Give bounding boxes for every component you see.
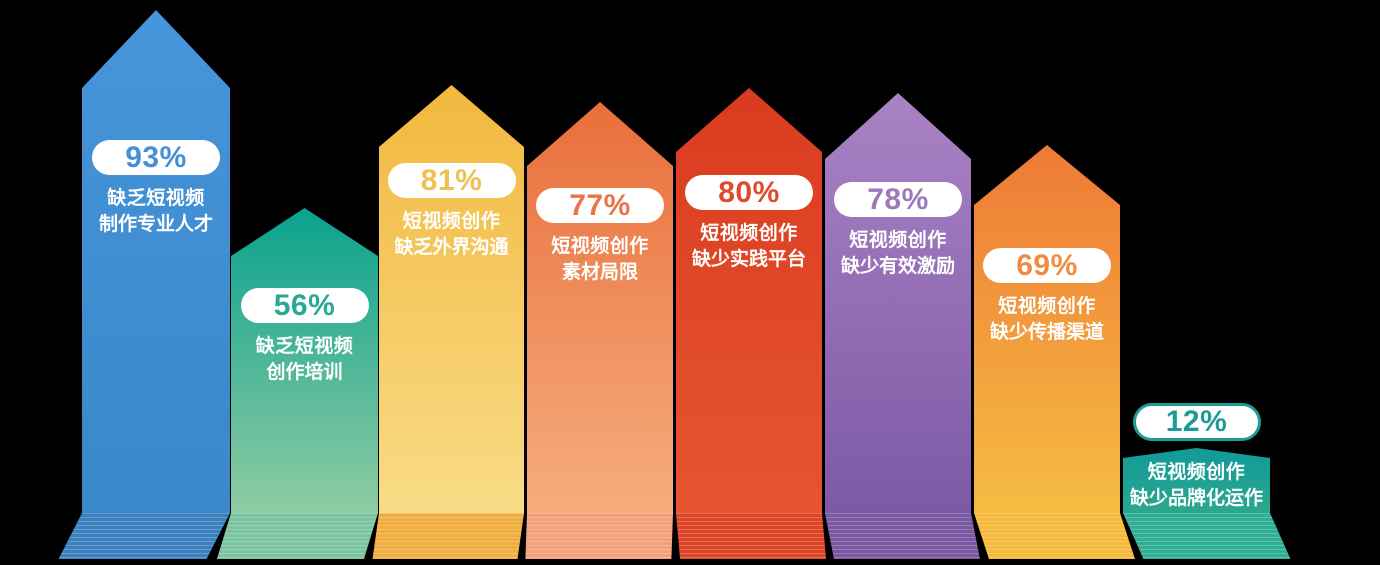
bar-label-line1: 短视频创作 [700,223,798,244]
bar-2: 56% 缺乏短视频 创作培训 [216,208,378,559]
bar-arrow-shape [82,10,230,513]
percent-badge: 56% [240,288,369,323]
bar-label-line1: 短视频创作 [998,296,1096,317]
bar-arrow-shape [379,85,524,513]
bar-label: 短视频创作 缺少传播渠道 [974,294,1120,346]
bar-label: 缺乏短视频 创作培训 [231,334,378,386]
bar-base-reflection [216,513,378,559]
percent-value: 93% [125,140,187,174]
bar-base-reflection [1123,513,1291,559]
bar-base-reflection [372,513,524,559]
percent-value: 81% [420,163,483,197]
bar-label-line2: 缺少传播渠道 [989,322,1104,343]
bar-label: 短视频创作 缺乏外界沟通 [379,209,524,261]
bar-4: 77% 短视频创作 素材局限 [525,102,673,559]
bar-label: 短视频创作 缺少品牌化运作 [1123,460,1270,512]
bar-base-reflection [58,513,230,559]
bar-label-line2: 缺少实践平台 [691,249,806,270]
bar-base-reflection [676,513,827,559]
bar-arrow-shape [974,145,1120,513]
bar-base-reflection [525,513,673,559]
bar-3: 81% 短视频创作 缺乏外界沟通 [372,85,524,559]
bar-arrow-shape [676,88,822,513]
bar-label-line2: 素材局限 [561,262,638,283]
bar-arrow-shape [231,208,378,513]
percent-badge: 78% [834,182,962,217]
bar-7: 69% 短视频创作 缺少传播渠道 [974,145,1135,559]
bar-label-line1: 缺乏短视频 [255,336,354,357]
bar-label-line2: 缺乏外界沟通 [394,237,509,258]
bar-8: 12% 短视频创作 缺少品牌化运作 [1123,403,1291,559]
bar-5: 80% 短视频创作 缺少实践平台 [676,88,827,559]
percent-badge: 77% [536,188,664,223]
bar-label-line1: 短视频创作 [849,230,947,251]
percent-value: 69% [1016,248,1078,282]
bar-base-reflection [974,513,1135,559]
bar-label: 短视频创作 素材局限 [527,234,673,286]
bar-arrow-shape [1123,448,1270,513]
bar-1: 93% 缺乏短视频 制作专业人才 [58,10,230,559]
bar-label-line1: 短视频创作 [1147,462,1246,483]
percent-value: 56% [273,288,336,322]
bar-label-line1: 短视频创作 [402,211,501,232]
bar-label: 短视频创作 缺少有效激励 [825,228,971,280]
bar-label: 缺乏短视频 制作专业人才 [82,186,230,238]
percent-value: 77% [569,188,631,222]
percent-badge: 93% [92,140,220,175]
bar-label: 短视频创作 缺少实践平台 [676,221,822,273]
percent-value: 78% [867,182,929,216]
bar-arrow-shape [527,102,673,513]
bar-arrow-shape [825,93,971,513]
percent-value: 80% [718,175,780,209]
bar-label-line1: 短视频创作 [551,236,649,257]
bar-6: 78% 短视频创作 缺少有效激励 [825,93,980,559]
bar-label-line1: 缺乏短视频 [107,188,205,209]
bar-label-line2: 制作专业人才 [98,214,213,235]
percent-value: 12% [1165,405,1228,438]
percent-badge: 81% [387,163,516,198]
bar-label-line2: 创作培训 [266,362,343,383]
percent-badge: 80% [685,175,813,210]
bar-label-line2: 缺少品牌化运作 [1129,488,1263,509]
bar-base-reflection [825,513,980,559]
percent-badge: 69% [983,248,1111,283]
bar-label-line2: 缺少有效激励 [840,256,955,277]
percent-badge: 12% [1132,403,1261,441]
